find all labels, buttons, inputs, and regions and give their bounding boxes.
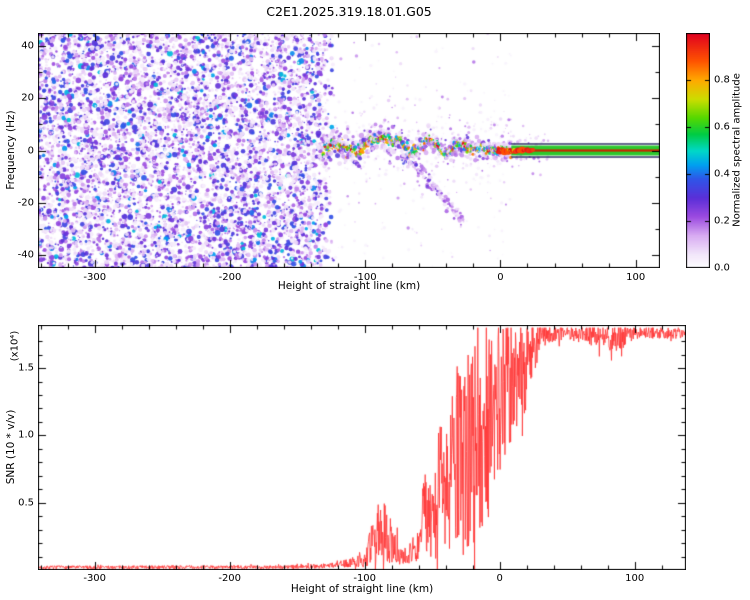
spectrogram-x-axis-label: Height of straight line (km) bbox=[277, 280, 421, 292]
tick-label: 1.5 bbox=[18, 362, 34, 374]
figure-title: C2E1.2025.319.18.01.G05 bbox=[266, 4, 432, 19]
colorbar-label: Normalized spectral amplitude bbox=[731, 73, 743, 227]
snr-y-axis-label: SNR (10 * v/v) bbox=[5, 409, 17, 485]
tick-label: -100 bbox=[353, 272, 377, 283]
tick-label: 0 bbox=[497, 272, 504, 283]
spectrogram-y-axis-label: Frequency (Hz) bbox=[5, 110, 17, 190]
tick-label: -40 bbox=[17, 249, 34, 261]
snr-y-scale-label: (x10⁴) bbox=[9, 330, 21, 362]
tick-label: 0.5 bbox=[18, 497, 34, 509]
tick-label: 0.8 bbox=[714, 74, 730, 86]
tick-label: -200 bbox=[218, 272, 242, 283]
spectrogram-canvas bbox=[38, 33, 660, 268]
tick-label: 0 bbox=[496, 573, 503, 584]
tick-label: 40 bbox=[21, 40, 34, 52]
tick-label: -300 bbox=[83, 272, 107, 283]
tick-label: -300 bbox=[83, 573, 107, 584]
tick-label: -100 bbox=[353, 573, 377, 584]
tick-label: 0 bbox=[27, 145, 34, 156]
snr-canvas bbox=[38, 325, 686, 570]
snr-x-axis-label: Height of straight line (km) bbox=[290, 583, 434, 595]
tick-label: 100 bbox=[626, 272, 646, 283]
colorbar-canvas bbox=[686, 33, 710, 268]
tick-label: -20 bbox=[17, 197, 34, 209]
tick-label: 0.0 bbox=[714, 262, 730, 274]
tick-label: 0.6 bbox=[714, 121, 730, 133]
tick-label: 0.4 bbox=[714, 168, 730, 180]
tick-label: 100 bbox=[625, 573, 645, 584]
tick-label: 0.2 bbox=[714, 215, 730, 227]
tick-label: 1.0 bbox=[18, 429, 34, 441]
tick-label: 20 bbox=[21, 92, 34, 104]
tick-label: -200 bbox=[218, 573, 242, 584]
